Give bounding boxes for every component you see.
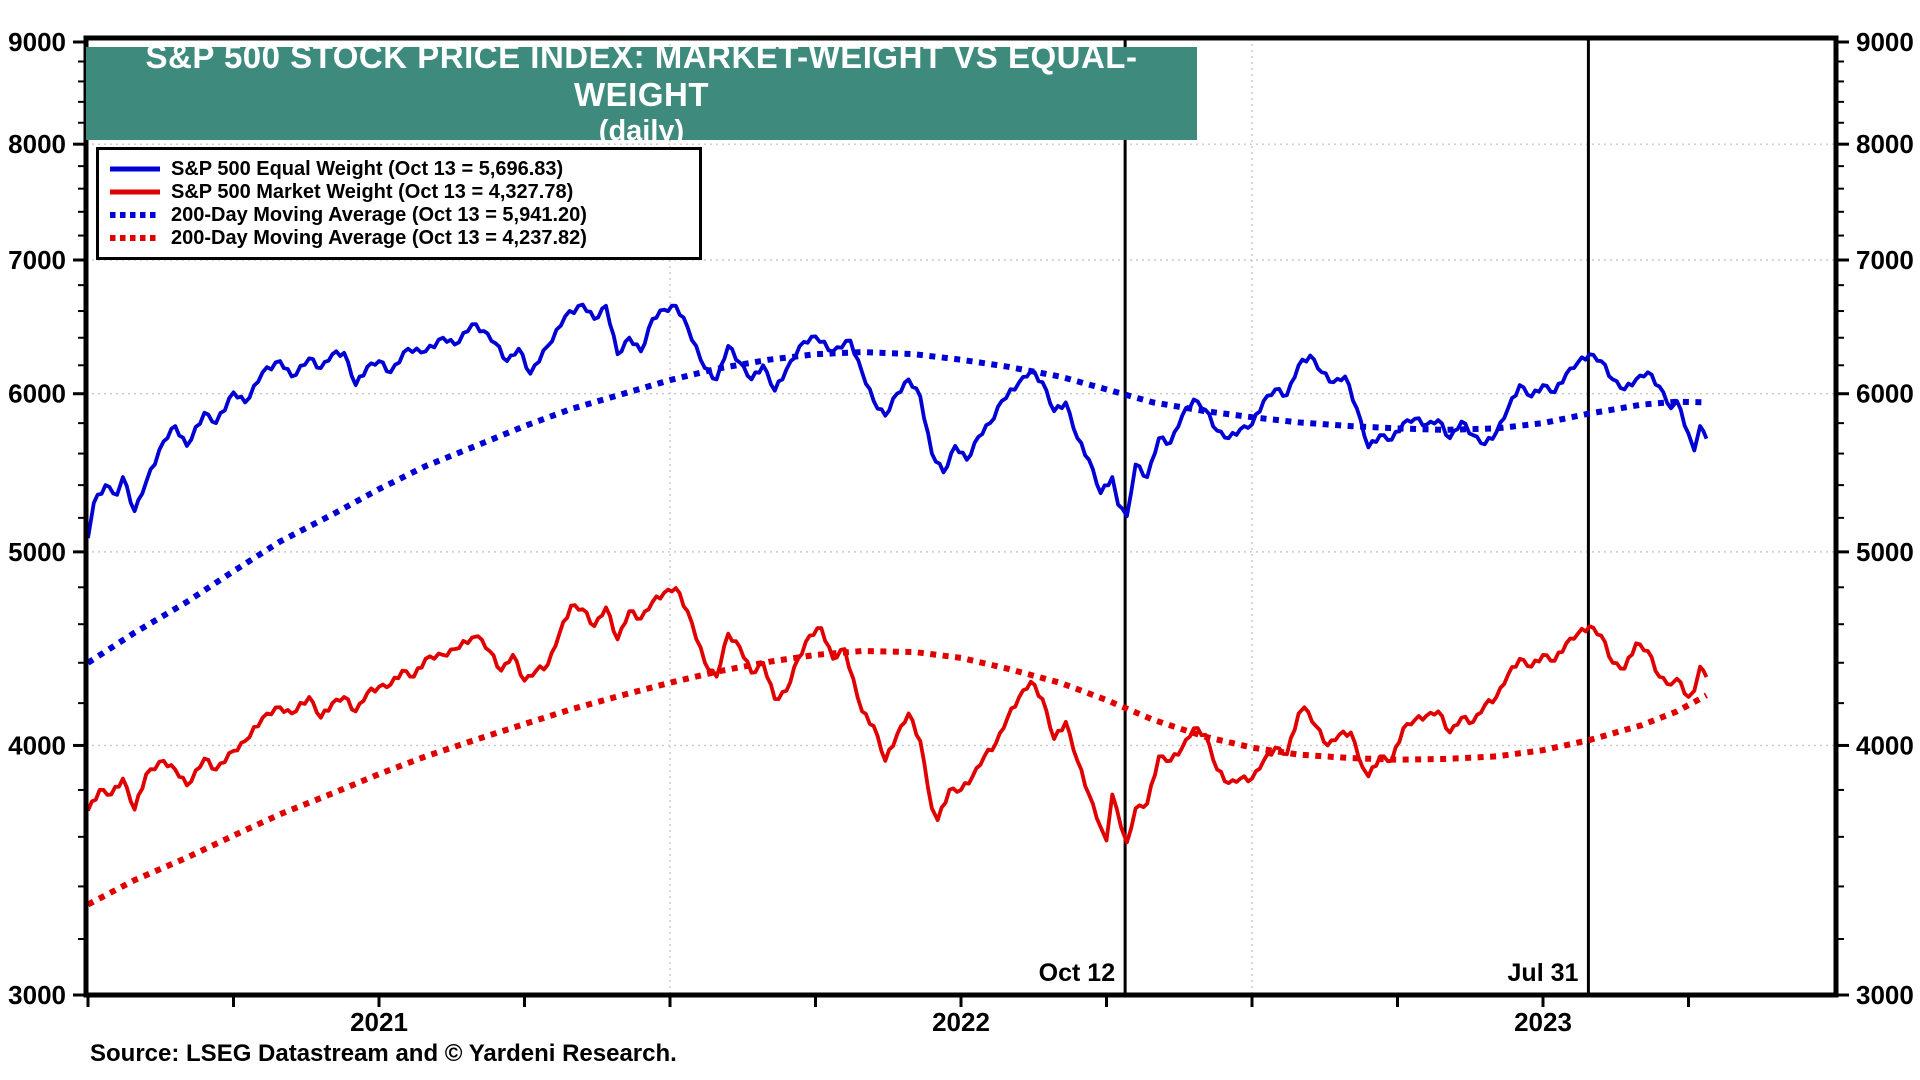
y-axis-label-left: 3000	[8, 980, 66, 1010]
y-axis-label-right: 5000	[1856, 537, 1914, 567]
chart-title: S&P 500 STOCK PRICE INDEX: MARKET-WEIGHT…	[145, 38, 1138, 114]
y-axis-label-right: 6000	[1856, 379, 1914, 409]
legend-row-equal-weight-ma: 200-Day Moving Average (Oct 13 = 5,941.2…	[109, 204, 699, 227]
y-axis-label-left: 4000	[8, 730, 66, 760]
chart-title-bar: S&P 500 STOCK PRICE INDEX: MARKET-WEIGHT…	[86, 38, 1197, 147]
y-axis-label-right: 9000	[1856, 27, 1914, 57]
legend-swatch-blue-solid-icon	[109, 165, 161, 173]
legend-swatch-red-solid-icon	[109, 188, 161, 196]
legend-swatch-red-dotted-icon	[109, 234, 161, 242]
y-axis-label-right: 3000	[1856, 980, 1914, 1010]
legend-row-market-weight: S&P 500 Market Weight (Oct 13 = 4,327.78…	[109, 181, 699, 204]
source-note: Source: LSEG Datastream and © Yardeni Re…	[90, 1040, 677, 1067]
event-label-oct-12: Oct 12	[1039, 959, 1115, 987]
y-axis-label-right: 7000	[1856, 245, 1914, 275]
legend-label: S&P 500 Equal Weight (Oct 13 = 5,696.83)	[171, 157, 564, 180]
y-axis-label-left: 6000	[8, 379, 66, 409]
y-axis-label-left: 7000	[8, 245, 66, 275]
x-year-label-2022: 2022	[932, 1007, 990, 1037]
legend-row-market-weight-ma: 200-Day Moving Average (Oct 13 = 4,237.8…	[109, 227, 699, 250]
x-year-label-2021: 2021	[350, 1007, 408, 1037]
y-axis-label-left: 8000	[8, 129, 66, 159]
series-line-sp500-equal-weight	[86, 302, 1709, 539]
legend-label: 200-Day Moving Average (Oct 13 = 5,941.2…	[171, 203, 587, 226]
series-line-sp500-market-weight	[86, 586, 1709, 845]
event-label-jul-31: Jul 31	[1508, 959, 1579, 987]
y-axis-label-right: 4000	[1856, 730, 1914, 760]
legend-row-equal-weight: S&P 500 Equal Weight (Oct 13 = 5,696.83)	[109, 158, 699, 181]
series-line-market-weight-200dma	[86, 648, 1708, 908]
legend-swatch-blue-dotted-icon	[109, 211, 161, 219]
series-line-equal-weight-200dma	[86, 349, 1707, 666]
y-axis-label-left: 5000	[8, 537, 66, 567]
y-axis-label-right: 8000	[1856, 129, 1914, 159]
y-axis-label-left: 9000	[8, 27, 66, 57]
chart-subtitle: (daily)	[598, 115, 685, 148]
legend-label: 200-Day Moving Average (Oct 13 = 4,237.8…	[171, 226, 587, 249]
legend-label: S&P 500 Market Weight (Oct 13 = 4,327.78…	[171, 180, 574, 203]
chart-legend: S&P 500 Equal Weight (Oct 13 = 5,696.83)…	[96, 147, 702, 260]
x-year-label-2023: 2023	[1514, 1007, 1572, 1037]
